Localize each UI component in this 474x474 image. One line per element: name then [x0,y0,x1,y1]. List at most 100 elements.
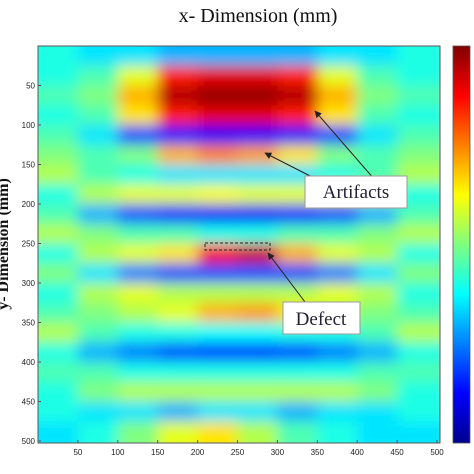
heat-cell [157,401,199,423]
x-tick-label: 300 [271,448,285,457]
heat-cell [197,85,239,107]
heat-cell [38,65,79,87]
heat-cell [317,381,359,403]
heat-cell [237,184,279,205]
heat-cell [77,243,119,265]
heat-cell [197,263,239,284]
heat-cell [277,105,319,126]
heat-cell [117,144,159,166]
heat-cell [277,46,319,67]
heat-cell [317,401,359,423]
y-axis-label: y- Dimension (mm) [0,178,12,310]
heatmap-cells [38,46,440,443]
heat-cell [237,164,279,186]
heat-cell [237,381,279,403]
heat-cell [38,223,79,245]
heat-cell [237,342,279,363]
heat-cell [277,362,319,383]
y-tick-label: 50 [26,82,35,91]
heat-cell [397,105,440,126]
heat-cell [38,302,79,324]
heat-cell [38,243,79,265]
heat-cell [357,302,399,324]
heat-cell [38,283,79,304]
x-tick-label: 450 [390,448,404,457]
heat-cell [357,342,399,363]
heat-cell [317,263,359,284]
heat-cell [197,421,239,443]
heat-cell [397,342,440,363]
heat-cell [317,105,359,126]
y-tick-label: 150 [22,161,36,170]
heat-cell [157,85,199,107]
heat-cell [197,184,239,205]
heat-cell [77,164,119,186]
heat-cell [157,65,199,87]
heat-cell [117,263,159,284]
heat-cell [77,144,119,166]
plot-frame [37,45,441,444]
heat-cell [357,204,399,225]
heat-cell [157,204,199,225]
heat-cell [77,46,119,67]
heat-cell [77,125,119,146]
heat-cell [397,65,440,87]
heat-cell [197,65,239,87]
heat-cell [157,184,199,205]
heat-cell [397,85,440,107]
heat-cell [317,362,359,383]
heat-cell [317,421,359,443]
heat-cell [117,164,159,186]
heat-cell [397,144,440,166]
heat-cell [157,144,199,166]
heat-cell [77,342,119,363]
y-tick-label: 250 [22,240,36,249]
heat-cell [157,421,199,443]
heat-cell [357,223,399,245]
heat-cell [277,283,319,304]
heat-cell [157,283,199,304]
heat-cell [38,204,79,225]
heat-cell [117,184,159,205]
x-tick-label: 150 [151,448,165,457]
heat-cell [38,144,79,166]
heat-cell [317,342,359,363]
heat-cell [197,164,239,186]
heat-cell [197,125,239,146]
x-tick-label: 400 [351,448,365,457]
heat-cell [357,283,399,304]
heat-cell [38,342,79,363]
heat-cell [38,381,79,403]
colorbar [452,45,471,444]
heat-cell [197,243,239,265]
heat-cell [237,302,279,324]
heat-cell [157,46,199,67]
heat-cell [397,243,440,265]
heat-cell [397,401,440,423]
heat-cell [38,322,79,344]
heat-cell [397,125,440,146]
heat-cell [357,125,399,146]
heat-cell [317,85,359,107]
heat-cell [117,223,159,245]
heat-cell [317,65,359,87]
heat-cell [237,223,279,245]
heat-cell [77,204,119,225]
heat-cell [237,46,279,67]
heat-cell [38,85,79,107]
heat-cell [197,223,239,245]
heat-cell [77,381,119,403]
heat-cell [157,223,199,245]
arrow [314,110,376,181]
heat-cell [38,164,79,186]
heat-cell [197,362,239,383]
annotation-box [282,301,361,335]
heat-cell [317,243,359,265]
heatmap [38,46,440,443]
y-tick-label: 500 [22,437,36,446]
heat-cell [77,302,119,324]
heat-cell [38,46,79,67]
heat-cell [397,381,440,403]
heat-cell [157,302,199,324]
heat-cell [397,322,440,344]
